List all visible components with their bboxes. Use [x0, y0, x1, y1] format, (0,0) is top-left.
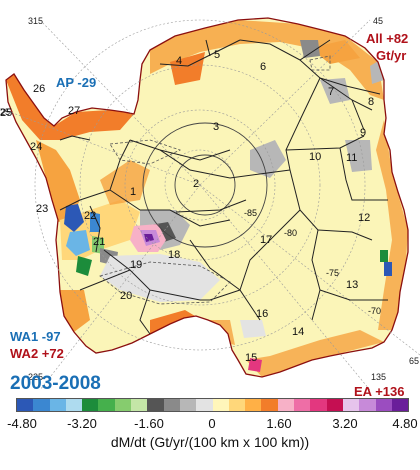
colorbar-swatch: [33, 399, 50, 411]
colorbar-swatch: [391, 399, 409, 411]
colorbar-swatch: [294, 399, 311, 411]
basin-label-13: 13: [346, 279, 359, 291]
longitude-label-45: 45: [373, 16, 384, 26]
colorbar-swatch: [342, 399, 360, 411]
basin-label-17: 17: [260, 234, 273, 246]
basin-label-11: 11: [346, 152, 358, 164]
latitude-label: -70: [368, 306, 382, 316]
basin-label-22: 22: [84, 210, 97, 222]
ice-shelf-outlines: [99, 55, 331, 305]
region-all-total: All +82: [366, 31, 409, 46]
region-wa2-total: WA2 +72: [10, 346, 64, 361]
colorbar-swatch: [131, 399, 148, 411]
basin-label-25: 25: [0, 107, 13, 119]
basin-label-23: 23: [36, 203, 49, 215]
colorbar-swatch: [326, 399, 343, 411]
basin-label-2: 2: [193, 178, 200, 190]
colorbar-tick: -4.80: [7, 416, 37, 431]
basin-label-4: 4: [176, 55, 183, 67]
latitude-label: -85: [244, 208, 258, 218]
basin-label-16: 16: [256, 308, 269, 320]
basin-label-15: 15: [245, 352, 258, 364]
basin-label-24: 24: [30, 141, 43, 153]
basin-label-3: 3: [213, 121, 220, 133]
basin-label-12: 12: [358, 212, 371, 224]
colorbar-swatch: [261, 399, 278, 411]
region-ea-total: EA +136: [354, 384, 405, 399]
basin-label-6: 6: [260, 61, 267, 73]
antarctica-map: [0, 17, 420, 391]
longitude-label-315: 315: [28, 16, 44, 26]
colorbar-swatch: [49, 399, 66, 411]
colorbar-tick: -3.20: [67, 416, 97, 431]
basin-label-26: 26: [33, 83, 46, 95]
colorbar-swatch: [65, 399, 83, 411]
longitude-label-25: 25: [0, 107, 11, 117]
basin-label-14: 14: [292, 326, 305, 338]
colorbar-swatch: [179, 399, 197, 411]
colorbar-swatch: [212, 399, 229, 411]
longitude-label-225: 225: [28, 372, 44, 382]
colorbar-swatch: [17, 399, 34, 411]
colorbar-tick: -1.60: [134, 416, 164, 431]
basin-label-9: 9: [360, 127, 367, 139]
colorbar-swatch: [98, 399, 115, 411]
latitude-circles: [142, 122, 268, 248]
coastline: [5, 17, 409, 378]
basin-label-27: 27: [68, 105, 81, 117]
colorbar-swatch: [82, 399, 99, 411]
basin-label-8: 8: [368, 96, 375, 108]
basin-label-19: 19: [130, 259, 143, 271]
graticule: [0, 19, 420, 391]
region-wa1-total: WA1 -97: [10, 329, 61, 344]
basin-label-1: 1: [130, 186, 137, 198]
longitude-label-135: 135: [371, 372, 387, 382]
colorbar-tick: 4.80: [392, 416, 418, 431]
colorbar-label: dM/dt (Gt/yr/(100 km x 100 km)): [110, 434, 310, 450]
basin-boundaries: [59, 39, 388, 335]
colorbar-tick: 1.60: [266, 416, 292, 431]
colorbar-swatch: [228, 399, 246, 411]
basin-label-21: 21: [93, 236, 106, 248]
colorbar-swatch: [147, 399, 164, 411]
colorbar-swatch: [196, 399, 213, 411]
colorbar-swatch: [375, 399, 392, 411]
antarctica-landmass: [6, 18, 408, 377]
colorbar-tick: 0: [208, 416, 216, 431]
basin-label-5: 5: [214, 49, 221, 61]
colorbar-swatch: [163, 399, 180, 411]
latitude-label: -80: [284, 228, 298, 238]
basin-label-18: 18: [168, 249, 181, 261]
colorbar-tick: 3.20: [332, 416, 358, 431]
longitude-label-65: 65: [409, 356, 420, 366]
latitude-label: -75: [326, 268, 340, 278]
basin-label-10: 10: [309, 151, 322, 163]
colorbar-swatch: [310, 399, 327, 411]
region-ap-total: AP -29: [56, 75, 97, 90]
basin-label-7: 7: [328, 86, 335, 98]
basin-label-20: 20: [120, 290, 133, 302]
colorbar-swatch: [359, 399, 376, 411]
colorbar-swatch: [114, 399, 132, 411]
region-all-units: Gt/yr: [376, 48, 407, 63]
colorbar: [16, 398, 409, 412]
colorbar-swatch: [245, 399, 262, 411]
period-label: 2003-2008: [10, 373, 101, 394]
colorbar-swatch: [277, 399, 295, 411]
